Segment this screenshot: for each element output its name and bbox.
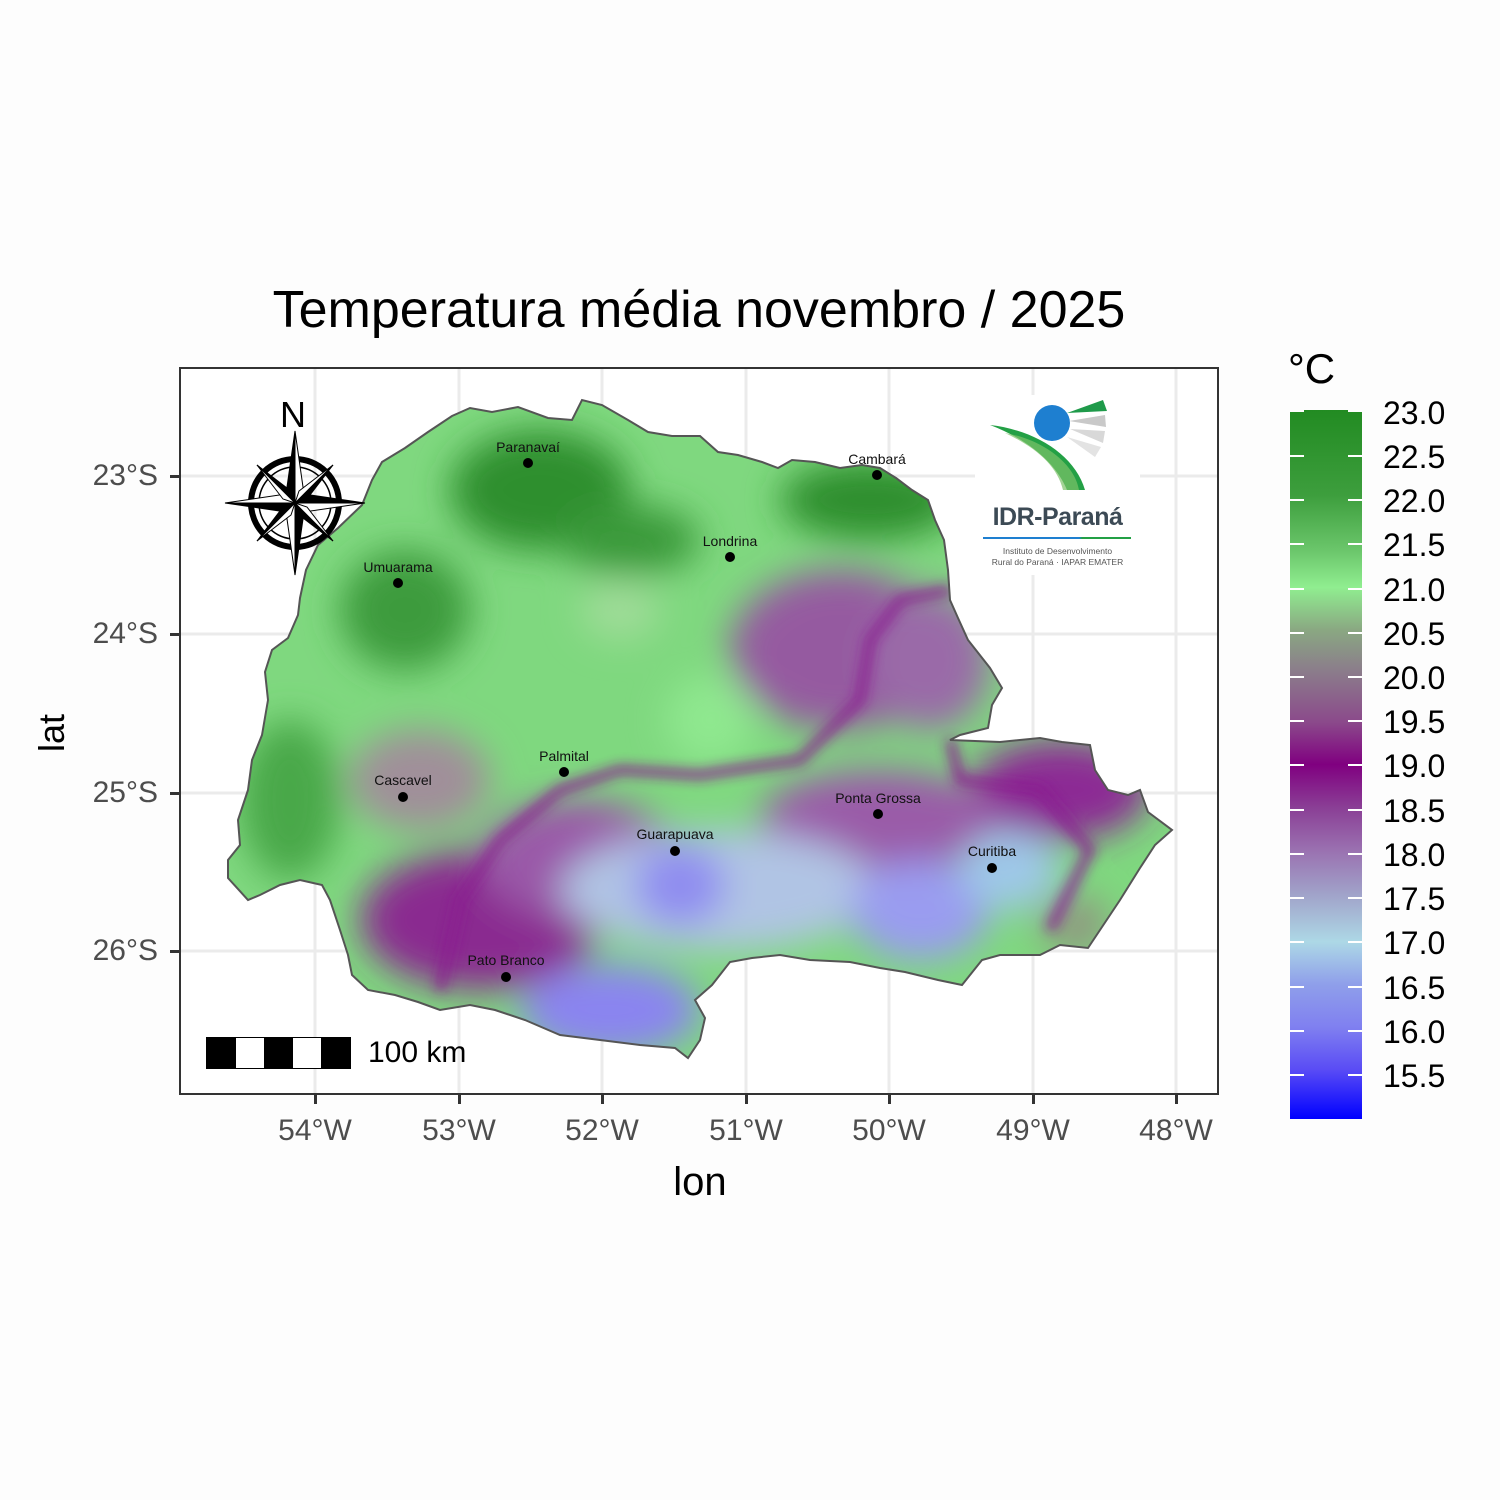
compass-north-label: N (280, 394, 306, 435)
legend-label: 22.5 (1383, 439, 1446, 475)
x-tick-mark (1175, 1095, 1178, 1104)
state-boundary (227, 398, 1174, 1060)
city-label: Guarapuava (636, 826, 714, 842)
chart-title: Temperatura média novembro / 2025 (272, 281, 1126, 339)
legend-label: 15.5 (1383, 1058, 1446, 1094)
y-tick-label: 25°S (92, 776, 158, 809)
y-tick-label: 24°S (92, 617, 158, 650)
logo-mark-icon (990, 400, 1107, 490)
logo-subtitle-1: Instituto de Desenvolvimento (1002, 546, 1113, 556)
legend-label: 16.0 (1383, 1014, 1446, 1050)
legend-label: 16.5 (1383, 970, 1446, 1006)
x-tick-label: 50°W (852, 1114, 926, 1147)
y-tick-mark (170, 792, 179, 795)
logo-name: IDR-Paraná (992, 503, 1123, 531)
legend-label: 19.5 (1383, 704, 1446, 740)
city-dot (725, 552, 735, 562)
city-dot (670, 846, 680, 856)
compass-rose-icon (224, 430, 366, 576)
city-label: Cambará (848, 451, 906, 467)
x-tick-mark (1032, 1095, 1035, 1104)
scale-bar (206, 1037, 351, 1069)
city-label: Umuarama (363, 559, 433, 575)
city-dot (872, 470, 882, 480)
legend-label: 18.5 (1383, 793, 1446, 829)
logo-divider (983, 537, 1131, 539)
x-tick-mark (458, 1095, 461, 1104)
y-axis-title: lat (31, 713, 72, 753)
city-label: Curitiba (967, 843, 1017, 859)
city-label: Ponta Grossa (835, 790, 921, 806)
city-dot (559, 767, 569, 777)
x-tick-label: 48°W (1139, 1114, 1213, 1147)
city-label: Paranavaí (496, 439, 560, 455)
legend-label: 23.0 (1383, 395, 1446, 431)
city-dot (523, 458, 533, 468)
idr-parana-logo: IDR-Paraná Instituto de Desenvolvimento … (975, 395, 1140, 575)
legend-label: 20.0 (1383, 660, 1446, 696)
legend-label: 17.5 (1383, 881, 1446, 917)
x-tick-mark (888, 1095, 891, 1104)
x-tick-mark (601, 1095, 604, 1104)
legend-title: °C (1288, 345, 1336, 392)
y-tick-mark (170, 633, 179, 636)
x-tick-label: 49°W (996, 1114, 1070, 1147)
city-dot (873, 809, 883, 819)
city-dot (398, 792, 408, 802)
x-tick-label: 51°W (709, 1114, 783, 1147)
city-label: Londrina (702, 533, 758, 549)
legend-label: 18.0 (1383, 837, 1446, 873)
legend-label: 22.0 (1383, 483, 1446, 519)
legend-label: 21.0 (1383, 572, 1446, 608)
city-dot (987, 863, 997, 873)
city-label: Cascavel (374, 772, 432, 788)
y-tick-mark (170, 475, 179, 478)
legend-label: 20.5 (1383, 616, 1446, 652)
x-tick-label: 53°W (422, 1114, 496, 1147)
legend-label: 21.5 (1383, 527, 1446, 563)
x-tick-label: 52°W (565, 1114, 639, 1147)
scale-bar-label: 100 km (368, 1036, 467, 1069)
x-tick-label: 54°W (278, 1114, 352, 1147)
logo-subtitle-2: Rural do Paraná · IAPAR EMATER (991, 557, 1124, 567)
y-tick-mark (170, 950, 179, 953)
city-dot (393, 578, 403, 588)
x-tick-mark (314, 1095, 317, 1104)
legend-label: 17.0 (1383, 925, 1446, 961)
x-axis-title: lon (673, 1160, 727, 1204)
y-tick-label: 26°S (92, 934, 158, 967)
legend-label: 19.0 (1383, 748, 1446, 784)
city-label: Pato Branco (467, 952, 545, 968)
x-tick-mark (745, 1095, 748, 1104)
city-dot (501, 972, 511, 982)
y-tick-label: 23°S (92, 459, 158, 492)
city-label: Palmital (539, 748, 589, 764)
